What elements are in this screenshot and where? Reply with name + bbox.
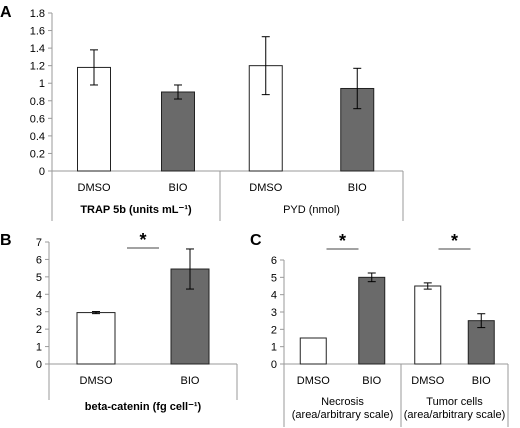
y-tick-label: 6 [36, 254, 42, 266]
group-label: Necrosis (area/arbitrary scale) [292, 396, 393, 421]
y-tick-label: 4 [271, 290, 277, 302]
x-category-label: BIO [169, 182, 188, 194]
x-category-label: BIO [362, 375, 381, 387]
group-label-line: (area/arbitrary scale) [404, 409, 505, 421]
panel-label-a: A [0, 4, 12, 21]
y-tick-label: 6 [271, 255, 277, 267]
x-category-label: BIO [348, 182, 367, 194]
group-label: Tumor cells (area/arbitrary scale) [404, 396, 505, 421]
significance-asterisk: * [451, 231, 458, 251]
x-category-label: DMSO [249, 182, 282, 194]
y-tick-label: 0 [271, 359, 277, 371]
x-category-label: BIO [181, 375, 200, 387]
y-tick-label: 0.6 [30, 113, 45, 125]
y-tick-label: 7 [36, 237, 42, 249]
x-category-label: DMSO [411, 375, 444, 387]
y-tick-label: 0.4 [30, 131, 45, 143]
y-tick-label: 2 [271, 324, 277, 336]
group-label-line: (area/arbitrary scale) [292, 409, 393, 421]
y-tick-label: 1 [39, 78, 45, 90]
y-tick-label: 0 [39, 166, 45, 178]
bar-bio [161, 91, 195, 172]
panel-label-c: C [250, 232, 262, 249]
group-label-line: Necrosis [321, 396, 364, 408]
y-tick-label: 1.2 [30, 61, 45, 73]
bar-dmso [76, 312, 116, 365]
chart-b: 0 1 2 3 4 5 6 7 DMSO BIO beta-catenin (fg cell⁻¹) * [36, 230, 238, 413]
x-category-label: DMSO [80, 375, 113, 387]
panel-label-b: B [0, 232, 12, 249]
group-label: PYD (nmol) [283, 204, 340, 216]
y-tick-label: 1.6 [30, 26, 45, 38]
x-category-label: DMSO [297, 375, 330, 387]
y-tick-label: 1.8 [30, 8, 45, 20]
y-tick-label: 3 [271, 307, 277, 319]
group-label-line: Tumor cells [426, 396, 483, 408]
y-tick-label: 0 [36, 359, 42, 371]
y-tick-label: 3 [36, 307, 42, 319]
y-tick-label: 4 [36, 289, 42, 301]
significance-asterisk: * [339, 231, 346, 251]
bar-bio [358, 276, 386, 365]
y-tick-label: 0.2 [30, 148, 45, 160]
x-category-label: BIO [472, 375, 491, 387]
y-tick-label: 1 [36, 342, 42, 354]
y-tick-label: 1.4 [30, 43, 45, 55]
y-tick-label: 5 [271, 272, 277, 284]
significance-asterisk: * [139, 230, 146, 250]
y-tick-label: 2 [36, 324, 42, 336]
group-label: TRAP 5b (units mL⁻¹) [80, 204, 192, 216]
x-category-label: DMSO [78, 182, 111, 194]
chart-a: 0 0.2 0.4 0.6 0.8 1 1.2 1.4 1.6 1.8 DMSO BIO TRAP 5b… [30, 8, 404, 221]
y-tick-label: 0.8 [30, 96, 45, 108]
bar-dmso [414, 285, 442, 365]
y-tick-label: 5 [36, 272, 42, 284]
group-label: beta-catenin (fg cell⁻¹) [85, 401, 202, 413]
bar-dmso [299, 337, 327, 365]
y-tick-label: 1 [271, 342, 277, 354]
